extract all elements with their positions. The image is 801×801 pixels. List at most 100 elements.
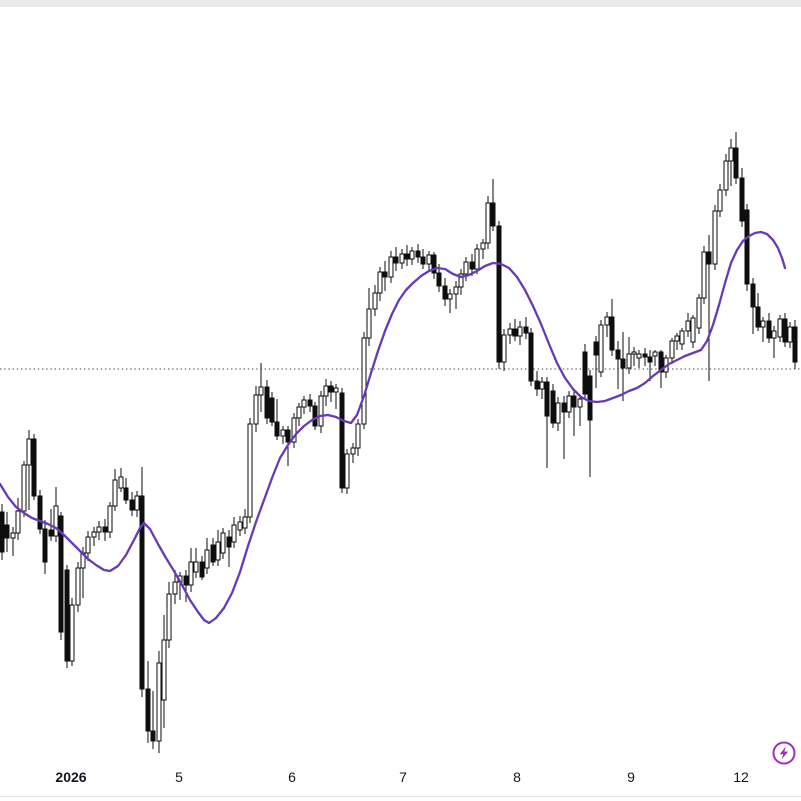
candle-down <box>739 177 745 222</box>
candle-down <box>48 529 54 537</box>
time-axis-label: 7 <box>399 769 407 785</box>
candle-down <box>561 402 567 413</box>
candle-down <box>744 209 750 285</box>
candle-down <box>750 283 756 308</box>
time-axis-label: 2026 <box>55 769 87 785</box>
candle-up <box>53 505 59 537</box>
candle-up <box>480 242 486 250</box>
candle-up <box>291 417 297 443</box>
candle-up <box>156 662 162 742</box>
candle-down <box>420 256 426 265</box>
candle-down <box>328 385 334 393</box>
candle-down <box>658 351 664 373</box>
candle-up <box>204 549 210 569</box>
candle-up <box>10 532 16 539</box>
moving-average-line <box>0 230 787 625</box>
candle-down <box>469 261 475 270</box>
candle-down <box>264 386 270 419</box>
candle-up <box>134 495 140 511</box>
candle-down <box>550 390 556 424</box>
candle-up <box>107 505 113 533</box>
candle-up <box>258 386 264 396</box>
candle-down <box>544 381 550 417</box>
candle-up <box>566 395 572 413</box>
candle-down <box>123 487 129 501</box>
candle-up <box>372 292 378 310</box>
candle-down <box>436 272 442 287</box>
candle-down <box>31 438 37 497</box>
candle-up <box>604 316 610 326</box>
candle-down <box>523 326 529 334</box>
candle-up <box>280 429 286 437</box>
time-axis-label: 5 <box>175 769 183 785</box>
candle-up <box>296 406 302 419</box>
time-axis[interactable]: 2026 5 6 7 8 9 12 <box>0 760 801 796</box>
candle-up <box>15 510 21 534</box>
candle-down <box>512 328 518 337</box>
candle-series <box>0 132 798 753</box>
candle-up <box>717 189 723 212</box>
candle-down <box>312 405 318 427</box>
candle-up <box>91 531 97 538</box>
candle-down <box>285 429 291 443</box>
candle-up <box>26 438 32 466</box>
candle-up <box>361 337 367 425</box>
candle-down <box>145 688 151 732</box>
candle-up <box>501 334 507 363</box>
candle-up <box>318 395 324 427</box>
candlestick-chart[interactable] <box>0 7 801 760</box>
candle-up <box>701 251 707 299</box>
boost-button[interactable] <box>771 740 797 766</box>
candle-up <box>333 387 339 393</box>
candle-up <box>771 330 777 339</box>
candle-up <box>577 398 583 408</box>
candle-down <box>199 561 205 578</box>
candle-down <box>0 511 5 553</box>
candle-up <box>631 351 637 355</box>
candle-up <box>626 353 632 369</box>
candle-up <box>112 479 118 507</box>
candle-up <box>96 526 102 533</box>
candle-down <box>571 395 577 408</box>
candle-down <box>37 495 43 530</box>
candle-down <box>496 225 502 363</box>
candle-up <box>669 340 675 359</box>
candle-down <box>183 575 189 586</box>
candle-up <box>166 593 172 641</box>
candle-up <box>507 328 513 336</box>
candle-up <box>474 248 480 270</box>
candle-down <box>528 332 534 382</box>
candle-up <box>21 464 27 512</box>
candle-down <box>615 349 621 360</box>
candle-up <box>674 335 680 342</box>
candle-down <box>647 356 653 363</box>
candle-up <box>215 541 221 561</box>
candle-down <box>431 254 437 274</box>
candle-down <box>782 318 788 343</box>
candle-up <box>458 273 464 288</box>
candle-up <box>453 286 459 295</box>
candle-up <box>485 202 491 244</box>
candle-down <box>269 397 275 423</box>
candle-down <box>755 306 761 328</box>
time-axis-label: 12 <box>733 769 749 785</box>
candle-down <box>42 528 48 563</box>
candle-up <box>787 326 793 343</box>
candle-up <box>193 561 199 573</box>
candle-down <box>393 256 399 264</box>
candle-up <box>426 254 432 265</box>
candle-up <box>247 423 253 518</box>
candle-up <box>75 567 81 606</box>
time-axis-label: 8 <box>513 769 521 785</box>
candle-up <box>652 351 658 357</box>
candle-up <box>696 297 702 329</box>
candle-up <box>690 317 696 343</box>
candle-down <box>442 285 448 300</box>
candle-up <box>69 604 75 662</box>
candle-up <box>301 399 307 408</box>
candle-up <box>172 581 178 595</box>
candle-up <box>598 324 604 373</box>
candle-down <box>382 271 388 278</box>
candle-up <box>388 256 394 278</box>
